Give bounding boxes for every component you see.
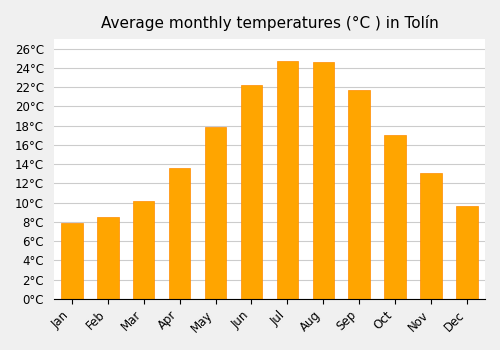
Bar [133, 201, 154, 299]
Bar [169, 168, 190, 299]
Bar [384, 135, 406, 299]
Bar [97, 217, 118, 299]
Bar [456, 205, 478, 299]
Bar [276, 61, 298, 299]
Bar [348, 90, 370, 299]
Bar [61, 223, 82, 299]
Bar [240, 85, 262, 299]
Title: Average monthly temperatures (°C ) in Tolín: Average monthly temperatures (°C ) in To… [100, 15, 438, 31]
Bar [420, 173, 442, 299]
Bar [312, 62, 334, 299]
Bar [205, 127, 227, 299]
